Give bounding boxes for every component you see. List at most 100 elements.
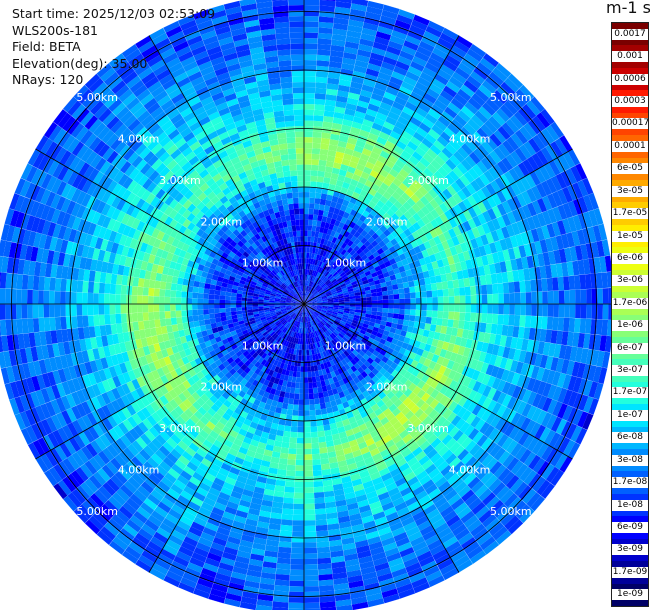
ppi-cell [317, 546, 331, 554]
ppi-cell [503, 293, 510, 304]
ppi-cell [387, 40, 404, 51]
ppi-cell [402, 237, 411, 246]
ppi-cell [431, 260, 439, 270]
ppi-cell [501, 226, 510, 239]
ppi-cell [369, 208, 378, 217]
ppi-cell [497, 160, 509, 174]
ppi-cell [326, 293, 332, 297]
ppi-cell [308, 219, 313, 226]
ppi-cell [333, 307, 339, 310]
ppi-cell [395, 218, 404, 227]
ppi-cell [424, 192, 434, 203]
ppi-cell [436, 259, 444, 268]
ppi-cell [304, 5, 320, 11]
ppi-cell [593, 257, 602, 274]
ppi-cell [304, 120, 314, 127]
ppi-cell [317, 287, 323, 293]
ppi-cell [304, 208, 309, 215]
ppi-cell [562, 202, 573, 219]
ppi-cell [310, 431, 318, 438]
ppi-cell [418, 185, 428, 196]
ppi-cell [300, 366, 304, 372]
ppi-cell [402, 319, 410, 327]
ppi-cell [588, 192, 599, 210]
ppi-cell [343, 52, 357, 60]
ppi-cell [458, 212, 468, 224]
ppi-cell [478, 245, 487, 257]
ppi-cell [316, 306, 323, 308]
ppi-cell [442, 288, 449, 297]
ppi-cell [359, 129, 370, 138]
ppi-cell [519, 144, 532, 159]
ppi-cell [316, 530, 329, 537]
ppi-cell [289, 586, 304, 592]
ppi-cell [376, 200, 385, 209]
ppi-cell [315, 187, 323, 194]
ppi-cell [448, 170, 460, 182]
ppi-cell [344, 148, 354, 156]
ppi-cell [310, 420, 317, 427]
ppi-cell [429, 228, 438, 239]
ppi-cell [364, 286, 371, 291]
ppi-cell [334, 185, 342, 193]
ppi-cell [355, 301, 361, 304]
ppi-cell [580, 163, 588, 178]
ppi-cell [429, 144, 442, 156]
ppi-cell [294, 487, 304, 493]
ppi-cell [343, 278, 350, 284]
ppi-cell [583, 194, 594, 212]
ppi-cell [415, 309, 422, 317]
ppi-cell [365, 11, 382, 21]
ppi-cell [449, 246, 458, 256]
ppi-cell [311, 305, 317, 307]
ppi-cell [315, 519, 328, 526]
ppi-cell [382, 290, 388, 296]
ppi-cell [341, 273, 348, 279]
ppi-cell [348, 264, 355, 271]
ppi-cell [349, 249, 356, 256]
ppi-cell [319, 249, 325, 256]
ppi-cell [332, 293, 338, 297]
ppi-cell [513, 165, 525, 180]
ppi-cell [304, 437, 312, 444]
ppi-cell [501, 157, 514, 171]
ppi-cell [316, 60, 330, 67]
ppi-cell [342, 289, 349, 294]
ppi-cell [499, 104, 514, 119]
ppi-cell [345, 270, 352, 276]
ppi-cell [517, 326, 525, 339]
ppi-cell [279, 452, 289, 460]
ppi-cell [305, 297, 309, 303]
ppi-cell [598, 208, 604, 224]
ppi-cell [396, 91, 410, 102]
ppi-cell [329, 248, 336, 255]
ppi-cell [350, 242, 357, 250]
ppi-cell [360, 237, 368, 245]
ppi-cell [349, 293, 355, 297]
ppi-cell [472, 44, 486, 54]
ppi-cell [520, 304, 526, 316]
ppi-cell [363, 166, 373, 175]
ppi-cell [317, 38, 332, 45]
ppi-cell [333, 302, 339, 304]
ppi-cell [502, 314, 510, 326]
ppi-cell [305, 263, 309, 270]
ppi-cell [336, 267, 343, 274]
ppi-cell [497, 143, 511, 158]
ppi-cell [316, 302, 323, 304]
ppi-cell [441, 111, 454, 123]
ppi-cell [430, 209, 440, 219]
ppi-cell [306, 302, 312, 304]
ppi-cell [336, 226, 343, 234]
ppi-cell [483, 264, 491, 276]
ppi-cell [291, 376, 297, 383]
ppi-cell [393, 304, 400, 309]
ppi-cell [338, 269, 344, 275]
ppi-cell [462, 269, 469, 279]
ppi-cell [545, 125, 560, 141]
ppi-cell [513, 246, 522, 259]
ppi-cell [317, 279, 322, 285]
ppi-cell [353, 286, 359, 291]
ppi-cell [305, 301, 312, 304]
ppi-cell [359, 214, 367, 223]
